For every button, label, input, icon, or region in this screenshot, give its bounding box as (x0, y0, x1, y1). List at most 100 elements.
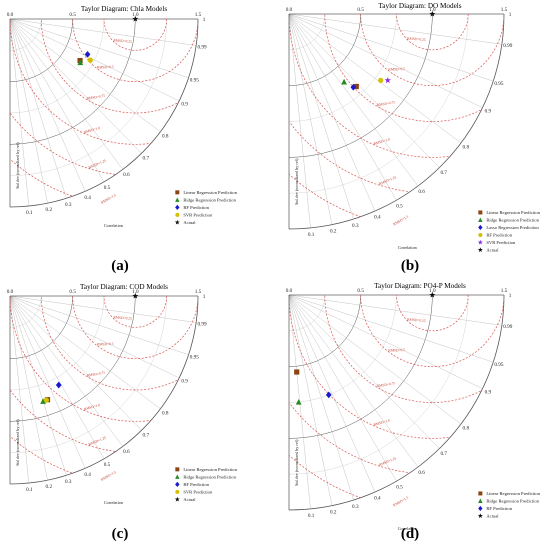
corr-tick-label: 0.95 (494, 362, 503, 368)
point-ridge-regression-prediction (77, 59, 84, 66)
corr-line (288, 13, 502, 45)
corr-line (9, 295, 142, 431)
corr-line (288, 13, 462, 144)
y-axis-label: Std dev (normalized by ref) (15, 142, 20, 189)
corr-line (288, 13, 376, 212)
corr-line (9, 295, 161, 409)
rmsd-circle (10, 19, 198, 207)
rmsd-label: RMSD=0.5 (97, 342, 114, 347)
std-arc (288, 13, 361, 86)
corr-line (9, 295, 67, 476)
std-tick-label: 1.0 (132, 289, 139, 295)
rmsd-circle (72, 19, 198, 83)
legend-label: RF Prediction (183, 482, 209, 487)
corr-line (9, 295, 29, 484)
corr-tick-label: 0.99 (503, 43, 512, 49)
std-arc-minor (288, 294, 397, 403)
point-actual (429, 10, 436, 17)
corr-line (9, 295, 123, 447)
legend-label: SVR Prediction (183, 212, 213, 217)
corr-tick-label: 1 (509, 293, 512, 299)
taylor-panel-1: 0.1 0.2 0.3 0.4 0.5 0.6 0.7 0.8 0.9 0.95 0.99 1 0.0 0… (7, 5, 238, 274)
point-ridge-regression-prediction (40, 398, 46, 404)
legend-marker (175, 197, 180, 202)
rmsd-label: RMSD=1.5 (393, 215, 410, 227)
corr-tick-label: 0.8 (463, 145, 470, 151)
point-actual (132, 292, 139, 299)
std-arc-minor (288, 294, 325, 331)
corr-line (288, 294, 354, 501)
legend-label: Actual (486, 513, 499, 518)
std-tick-label: 1.5 (195, 12, 202, 18)
std-arc (288, 294, 361, 367)
corr-line (9, 18, 197, 46)
point-ridge-regression-prediction (341, 78, 347, 85)
point-svr-prediction (87, 57, 93, 63)
rmsd-label: RMSD=1.0 (373, 137, 390, 146)
legend-marker (478, 498, 483, 503)
legend-marker (175, 204, 180, 210)
rmsd-label: RMSD=0.25 (113, 315, 132, 321)
std-tick-label: 1.0 (429, 288, 436, 294)
corr-tick-label: 0.2 (46, 207, 53, 213)
legend-label: Ridge Regression Prediction (183, 474, 236, 479)
legend-label: RF Prediction (486, 232, 512, 237)
corr-tick-label: 0.1 (26, 210, 33, 216)
corr-tick-label: 0.95 (190, 78, 199, 84)
panel-caption: (a) (111, 258, 129, 274)
rmsd-label: RMSD=0.5 (388, 348, 405, 353)
legend-label: SVR Prediction (486, 240, 516, 245)
rmsd-label: RMSD=0.75 (377, 100, 396, 107)
std-arc-minor (288, 294, 469, 475)
corr-tick-label: 1 (203, 17, 206, 23)
corr-line (9, 295, 86, 469)
rmsd-label: RMSD=0.5 (388, 67, 405, 72)
corr-tick-label: 0.7 (440, 170, 447, 176)
x-axis-label: Correlation (398, 245, 418, 250)
legend-marker (174, 219, 180, 225)
legend-marker (175, 489, 180, 494)
corr-line (288, 13, 333, 225)
std-tick-label: 0.0 (286, 288, 293, 294)
rmsd-circle (360, 14, 504, 87)
point-svr-prediction (43, 397, 49, 403)
corr-line (9, 295, 189, 355)
corr-tick-label: 0.4 (84, 195, 91, 201)
std-tick-label: 1.0 (132, 12, 139, 18)
corr-line (9, 18, 67, 199)
point-actual (132, 15, 139, 22)
rmsd-label: RMSD=1.25 (378, 456, 397, 467)
rmsd-circle (289, 295, 504, 439)
corr-line (288, 294, 419, 468)
point-rf-prediction (55, 381, 62, 389)
std-arc (9, 18, 199, 208)
legend-marker (174, 496, 180, 502)
std-arc (288, 13, 433, 158)
point-rf-prediction (84, 50, 91, 58)
std-arc-minor (9, 18, 42, 51)
legend-label: Linear Regression Prediction (486, 491, 540, 496)
std-arc (9, 295, 136, 422)
legend-label: Ridge Regression Prediction (486, 498, 539, 503)
corr-line (288, 294, 333, 506)
std-tick-label: 1.5 (195, 289, 202, 295)
corr-tick-label: 0.95 (494, 81, 503, 87)
corr-tick-label: 0.2 (330, 510, 337, 516)
taylor-panel-4: 0.1 0.2 0.3 0.4 0.5 0.6 0.7 0.8 0.9 0.95 0.99 1 0.0 0… (286, 282, 541, 542)
std-tick-label: 0.0 (7, 289, 14, 295)
legend-marker (478, 505, 483, 512)
legend-label: Actual (183, 497, 196, 502)
corr-tick-label: 0.4 (374, 496, 381, 502)
corr-tick-label: 0.5 (396, 203, 403, 209)
corr-tick-label: 0.2 (330, 229, 337, 235)
point-linear-regression-prediction (353, 83, 359, 90)
point-lasso-regression-prediction (350, 83, 357, 91)
corr-tick-label: 0.6 (418, 470, 425, 476)
legend-label: Actual (486, 247, 499, 252)
corr-line (9, 295, 180, 379)
rmsd-label: RMSD=1.5 (100, 470, 117, 482)
corr-line (9, 18, 48, 204)
legend-label: Ridge Regression Prediction (486, 217, 539, 222)
corr-line (9, 295, 48, 481)
std-tick-label: 0.5 (357, 288, 364, 294)
